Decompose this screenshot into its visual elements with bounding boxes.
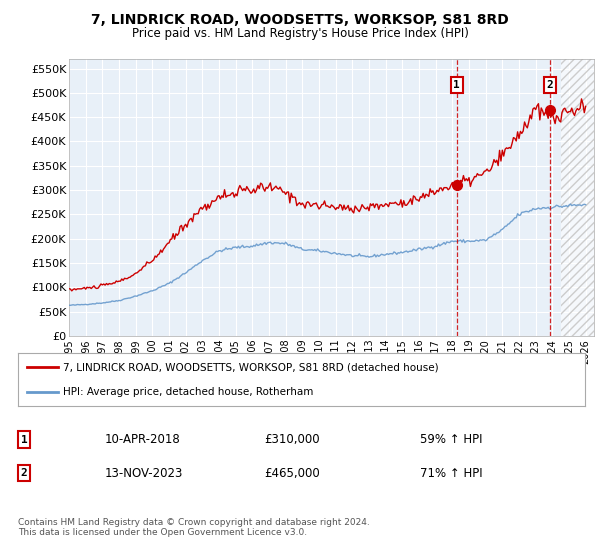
Text: Contains HM Land Registry data © Crown copyright and database right 2024.
This d: Contains HM Land Registry data © Crown c… (18, 518, 370, 538)
Text: 1: 1 (20, 435, 28, 445)
Text: 10-APR-2018: 10-APR-2018 (105, 433, 181, 446)
Text: 71% ↑ HPI: 71% ↑ HPI (420, 466, 482, 480)
Text: 13-NOV-2023: 13-NOV-2023 (105, 466, 184, 480)
Bar (560, 59, 594, 336)
Text: 2: 2 (20, 468, 28, 478)
Text: £465,000: £465,000 (264, 466, 320, 480)
Text: 2: 2 (547, 80, 554, 90)
Text: 1: 1 (454, 80, 460, 90)
Text: 7, LINDRICK ROAD, WOODSETTS, WORKSOP, S81 8RD (detached house): 7, LINDRICK ROAD, WOODSETTS, WORKSOP, S8… (64, 362, 439, 372)
Text: HPI: Average price, detached house, Rotherham: HPI: Average price, detached house, Roth… (64, 386, 314, 396)
Text: Price paid vs. HM Land Registry's House Price Index (HPI): Price paid vs. HM Land Registry's House … (131, 27, 469, 40)
Text: 7, LINDRICK ROAD, WOODSETTS, WORKSOP, S81 8RD: 7, LINDRICK ROAD, WOODSETTS, WORKSOP, S8… (91, 13, 509, 27)
Text: 59% ↑ HPI: 59% ↑ HPI (420, 433, 482, 446)
Bar (560, 59, 594, 336)
Text: £310,000: £310,000 (264, 433, 320, 446)
